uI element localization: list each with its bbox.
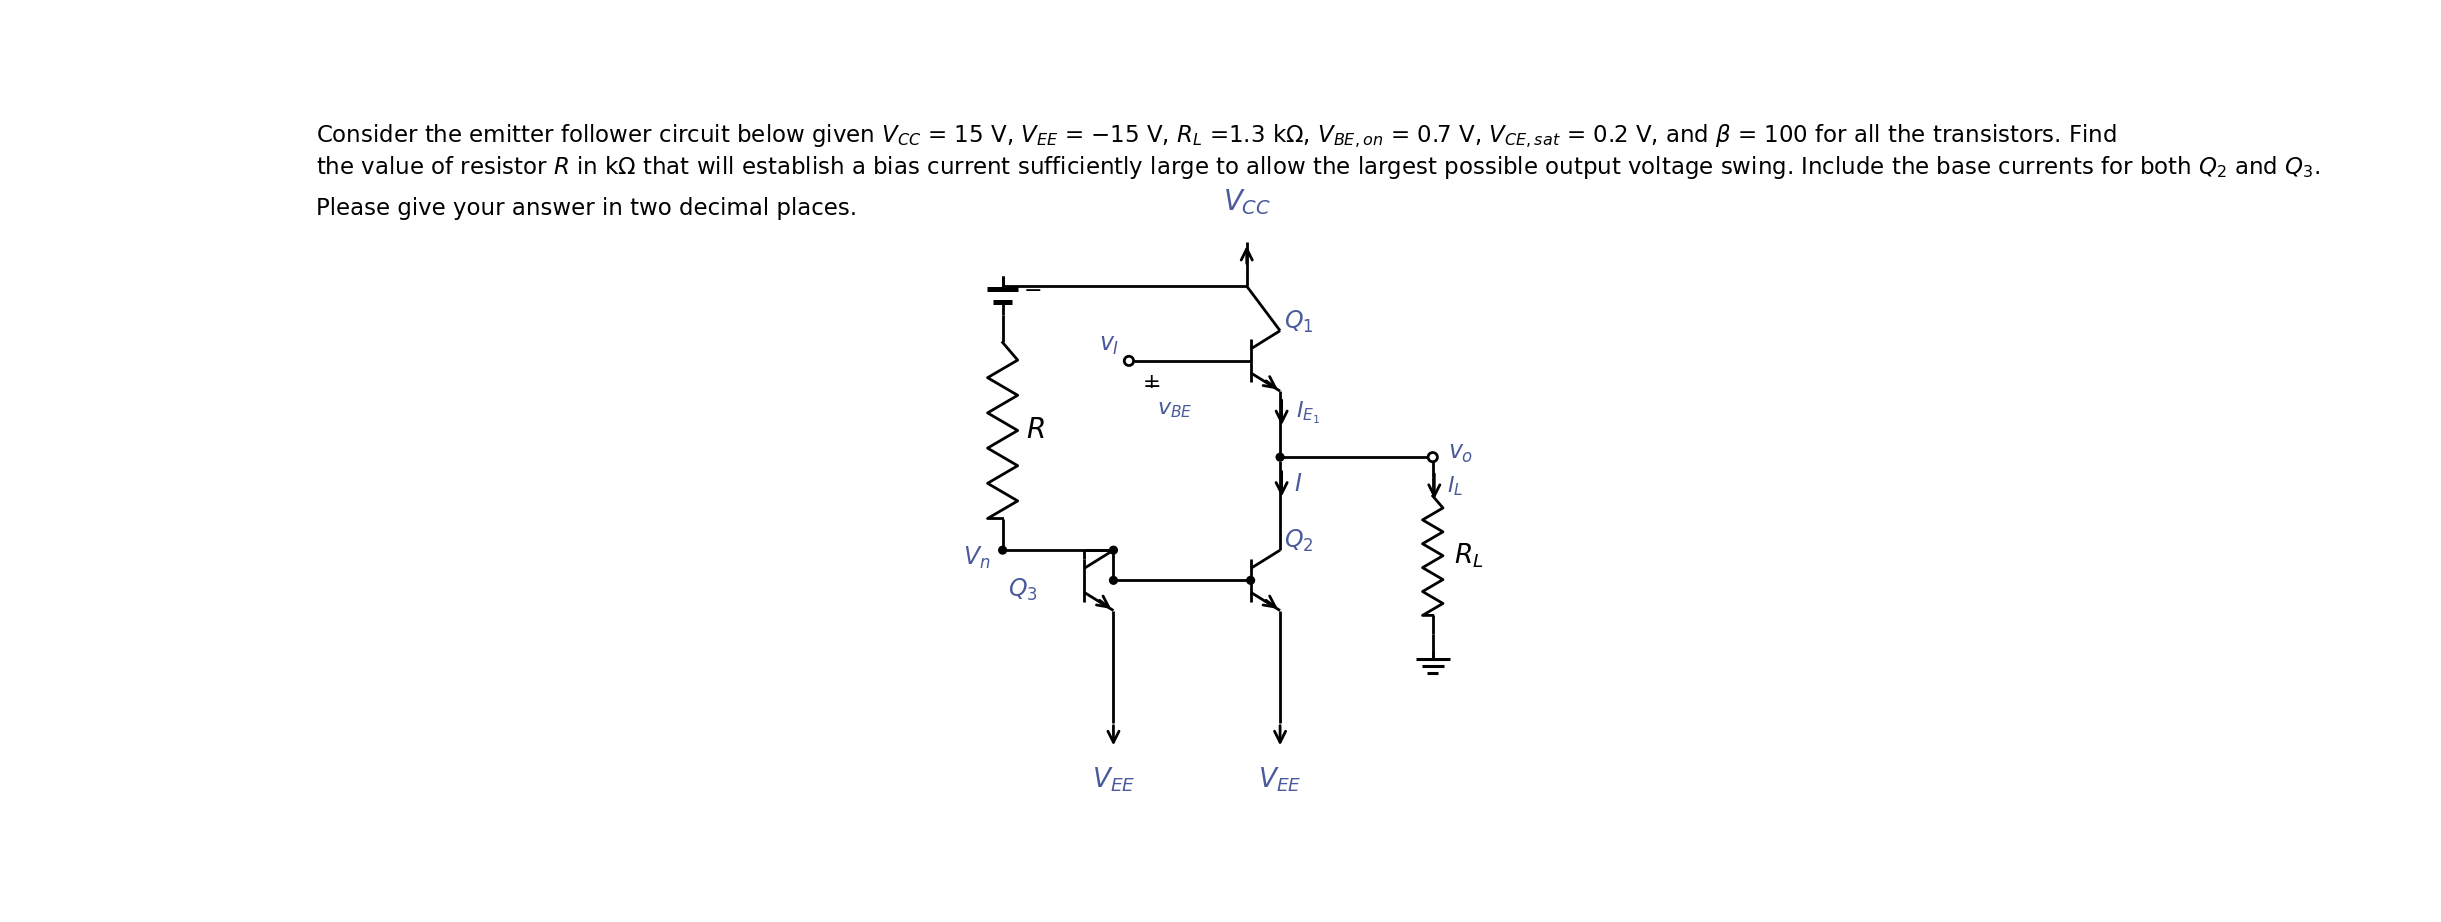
Circle shape	[1111, 547, 1118, 554]
Text: $R_L$: $R_L$	[1455, 541, 1484, 570]
Text: $v_{BE}$: $v_{BE}$	[1157, 397, 1194, 420]
Text: $v_o$: $v_o$	[1448, 442, 1474, 465]
Text: $I_L$: $I_L$	[1448, 475, 1462, 498]
Text: $V_n$: $V_n$	[964, 545, 991, 571]
Text: $Q_1$: $Q_1$	[1284, 308, 1313, 335]
Circle shape	[998, 547, 1006, 554]
Text: $-$: $-$	[1023, 279, 1040, 300]
Circle shape	[1277, 454, 1284, 461]
Text: $V_{CC}$: $V_{CC}$	[1223, 187, 1272, 217]
Text: $-$: $-$	[1142, 375, 1159, 395]
Text: $R$: $R$	[1025, 417, 1045, 444]
Text: $Q_2$: $Q_2$	[1284, 527, 1313, 554]
Text: Consider the emitter follower circuit below given $V_{CC}$ = 15 V, $V_{EE}$ = $-: Consider the emitter follower circuit be…	[315, 123, 2116, 150]
Circle shape	[1125, 356, 1133, 365]
Text: $V_{EE}$: $V_{EE}$	[1260, 765, 1301, 794]
Circle shape	[1111, 576, 1118, 585]
Text: $+$: $+$	[1142, 372, 1159, 393]
Text: $v_I$: $v_I$	[1098, 334, 1120, 357]
Circle shape	[1247, 576, 1255, 585]
Text: the value of resistor $R$ in k$\Omega$ that will establish a bias current suffic: the value of resistor $R$ in k$\Omega$ t…	[315, 154, 2321, 181]
Text: Please give your answer in two decimal places.: Please give your answer in two decimal p…	[315, 197, 857, 219]
Text: $I_{E_1}$: $I_{E_1}$	[1296, 399, 1321, 426]
Text: $I$: $I$	[1294, 473, 1303, 496]
Circle shape	[1428, 453, 1438, 462]
Text: $Q_3$: $Q_3$	[1008, 576, 1037, 603]
Text: $V_{EE}$: $V_{EE}$	[1091, 765, 1135, 794]
